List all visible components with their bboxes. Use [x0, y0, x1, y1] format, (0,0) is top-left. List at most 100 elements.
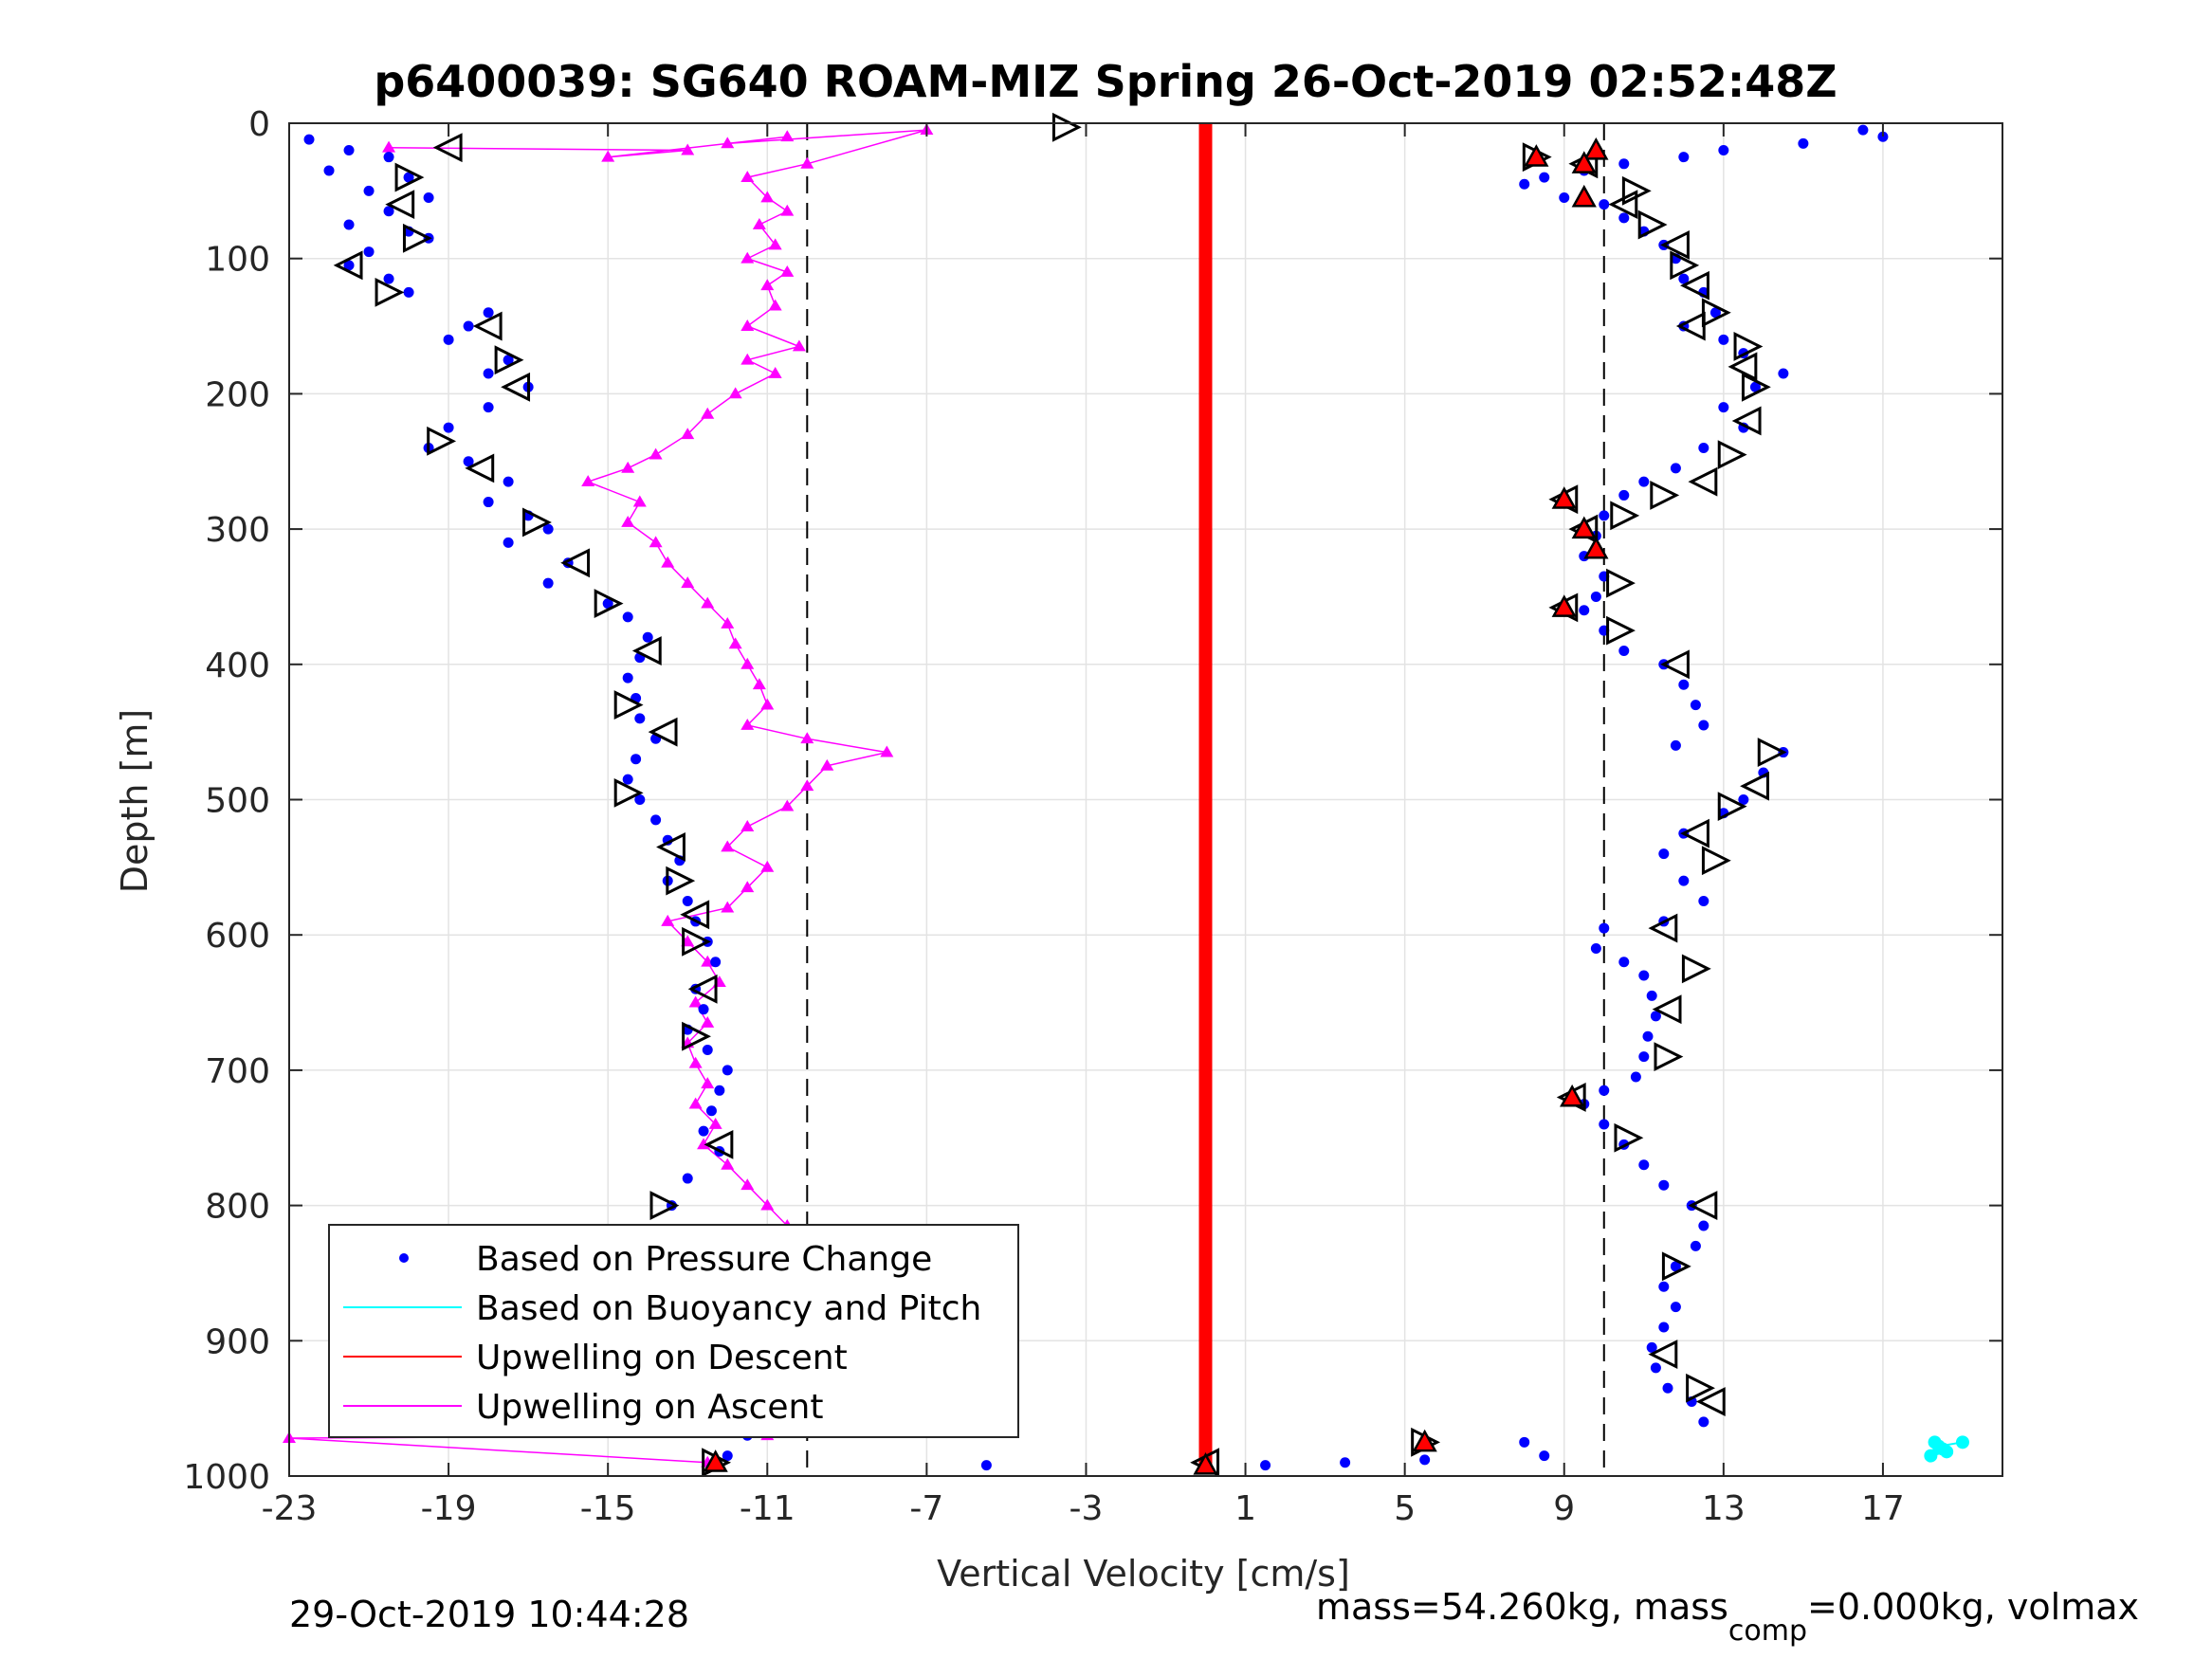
- ascent-upwelling-point: [728, 637, 742, 649]
- x-tick-label: -19: [421, 1489, 477, 1528]
- flagged-point-marker: [1606, 568, 1636, 598]
- legend-label: Upwelling on Ascent: [476, 1388, 823, 1427]
- ascent-upwelling-point: [800, 779, 814, 792]
- pressure-velocity-point: [1690, 700, 1701, 711]
- ascent-upwelling-point: [760, 191, 775, 203]
- ascent-upwelling-point: [382, 140, 396, 153]
- flagged-point-marker: [594, 589, 624, 619]
- pressure-velocity-point: [1658, 1179, 1670, 1191]
- y-tick-label: 1000: [183, 1458, 270, 1497]
- ascent-upwelling-point: [688, 995, 703, 1008]
- pressure-velocity-point: [1650, 1011, 1661, 1022]
- pressure-velocity-point: [622, 774, 633, 785]
- pressure-velocity-point: [1638, 1159, 1650, 1171]
- pressure-velocity-point: [631, 754, 642, 765]
- pressure-velocity-point: [363, 185, 375, 196]
- pressure-velocity-point: [1579, 605, 1590, 616]
- pressure-velocity-point: [503, 355, 514, 366]
- legend-box: [328, 1224, 1019, 1438]
- flagged-point-marker: [1680, 270, 1709, 301]
- x-tick-label: -7: [909, 1489, 943, 1528]
- ascent-upwelling-point: [792, 339, 806, 352]
- pressure-velocity-point: [1618, 489, 1630, 501]
- red-flag-marker: [1583, 137, 1609, 160]
- flagged-point-marker: [1675, 311, 1706, 341]
- flagged-point-marker: [560, 548, 591, 578]
- ascent-upwelling-point: [601, 150, 615, 162]
- pressure-velocity-point: [1690, 1240, 1701, 1251]
- pressure-velocity-point: [1798, 137, 1809, 149]
- pressure-velocity-point: [1658, 848, 1670, 860]
- pressure-velocity-point: [1698, 896, 1709, 907]
- footer-timestamp: 29-Oct-2019 10:44:28: [289, 1594, 689, 1635]
- pressure-velocity-point: [423, 191, 434, 203]
- pressure-velocity-point: [363, 246, 375, 258]
- flagged-point-marker: [648, 717, 678, 747]
- ascent-upwelling-point: [768, 238, 782, 250]
- flagged-point-marker: [1661, 1251, 1691, 1282]
- flagged-point-marker: [1608, 190, 1638, 220]
- ascent-upwelling-point: [740, 319, 755, 331]
- pressure-velocity-point: [602, 598, 613, 610]
- pressure-velocity-point: [1670, 1302, 1681, 1313]
- pressure-velocity-point: [463, 456, 474, 467]
- flagged-point-marker: [682, 926, 711, 957]
- ascent-upwelling-point: [800, 732, 814, 744]
- pressure-velocity-point: [343, 260, 355, 271]
- flagged-point-marker: [1733, 332, 1764, 361]
- pressure-velocity-point: [1678, 152, 1690, 163]
- y-axis-label: Depth [m]: [114, 709, 155, 894]
- flagged-point-marker: [682, 1021, 711, 1051]
- flagged-point-marker: [1654, 1042, 1684, 1072]
- pressure-velocity-point: [1658, 1322, 1670, 1333]
- footer-mass-prefix: mass=54.260kg, mass: [1316, 1586, 1728, 1628]
- ascent-upwelling-point: [800, 156, 814, 169]
- x-tick-label: 17: [1861, 1489, 1905, 1528]
- pressure-velocity-point: [323, 165, 335, 176]
- red-flag-marker: [1193, 1452, 1218, 1475]
- pressure-velocity-point: [1877, 131, 1889, 142]
- legend-label: Based on Pressure Change: [476, 1240, 932, 1279]
- footer-mass-suffix: =0.000kg, volmax: [1807, 1586, 2139, 1628]
- flagged-point-marker: [472, 311, 503, 341]
- pressure-velocity-point: [542, 523, 554, 535]
- pressure-velocity-point: [1662, 1382, 1673, 1394]
- pressure-velocity-point: [383, 152, 394, 163]
- pressure-velocity-point: [483, 368, 494, 379]
- pressure-velocity-point: [710, 957, 722, 968]
- pressure-velocity-point: [403, 172, 414, 183]
- flagged-point-marker: [501, 372, 531, 402]
- ascent-upwelling-point: [780, 264, 795, 277]
- x-tick-label: -11: [740, 1489, 795, 1528]
- pressure-velocity-point: [705, 1105, 717, 1117]
- flagged-point-marker: [1614, 1122, 1644, 1153]
- red-flag-marker: [1571, 184, 1597, 208]
- ascent-upwelling-point: [740, 1178, 755, 1191]
- ascent-upwelling-point: [632, 495, 647, 507]
- x-tick-label: 9: [1553, 1489, 1575, 1528]
- y-tick-label: 400: [205, 647, 270, 685]
- pressure-velocity-point: [698, 1004, 709, 1015]
- ascent-upwelling-point: [740, 719, 755, 730]
- pressure-velocity-point: [1709, 307, 1721, 319]
- ascent-upwelling-point: [752, 218, 766, 229]
- ascent-upwelling-point: [688, 1097, 703, 1109]
- pressure-velocity-point: [1698, 1416, 1709, 1428]
- ascent-upwelling-point: [760, 860, 775, 872]
- flagged-point-marker: [1695, 1387, 1726, 1416]
- pressure-velocity-point: [1670, 463, 1681, 474]
- pressure-velocity-point: [1260, 1460, 1271, 1471]
- ascent-upwelling-point: [780, 130, 795, 142]
- pressure-velocity-point: [702, 1044, 713, 1055]
- pressure-velocity-point: [1539, 1450, 1550, 1462]
- pressure-velocity-point: [1519, 1436, 1530, 1448]
- legend-label: Based on Buoyancy and Pitch: [476, 1289, 981, 1328]
- flagged-point-marker: [432, 133, 463, 163]
- pressure-velocity-point: [1599, 922, 1610, 934]
- flagged-point-marker: [1701, 846, 1731, 876]
- flagged-point-marker: [385, 190, 415, 220]
- pressure-velocity-point: [1599, 510, 1610, 521]
- pressure-velocity-point: [634, 794, 646, 805]
- pressure-velocity-point: [483, 402, 494, 413]
